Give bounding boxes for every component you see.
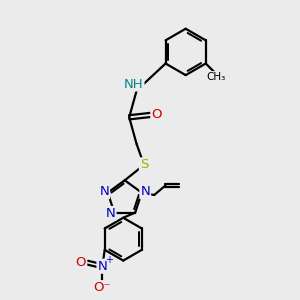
Text: CH₃: CH₃ — [206, 72, 226, 82]
Text: N: N — [99, 185, 109, 198]
Text: N: N — [140, 185, 150, 198]
Text: N: N — [106, 207, 116, 220]
Text: NH: NH — [124, 77, 143, 91]
Text: O: O — [76, 256, 86, 269]
Text: S: S — [140, 158, 148, 171]
Text: +: + — [105, 255, 113, 265]
Text: O: O — [151, 108, 162, 122]
Text: O⁻: O⁻ — [94, 281, 111, 294]
Text: N: N — [98, 260, 107, 273]
